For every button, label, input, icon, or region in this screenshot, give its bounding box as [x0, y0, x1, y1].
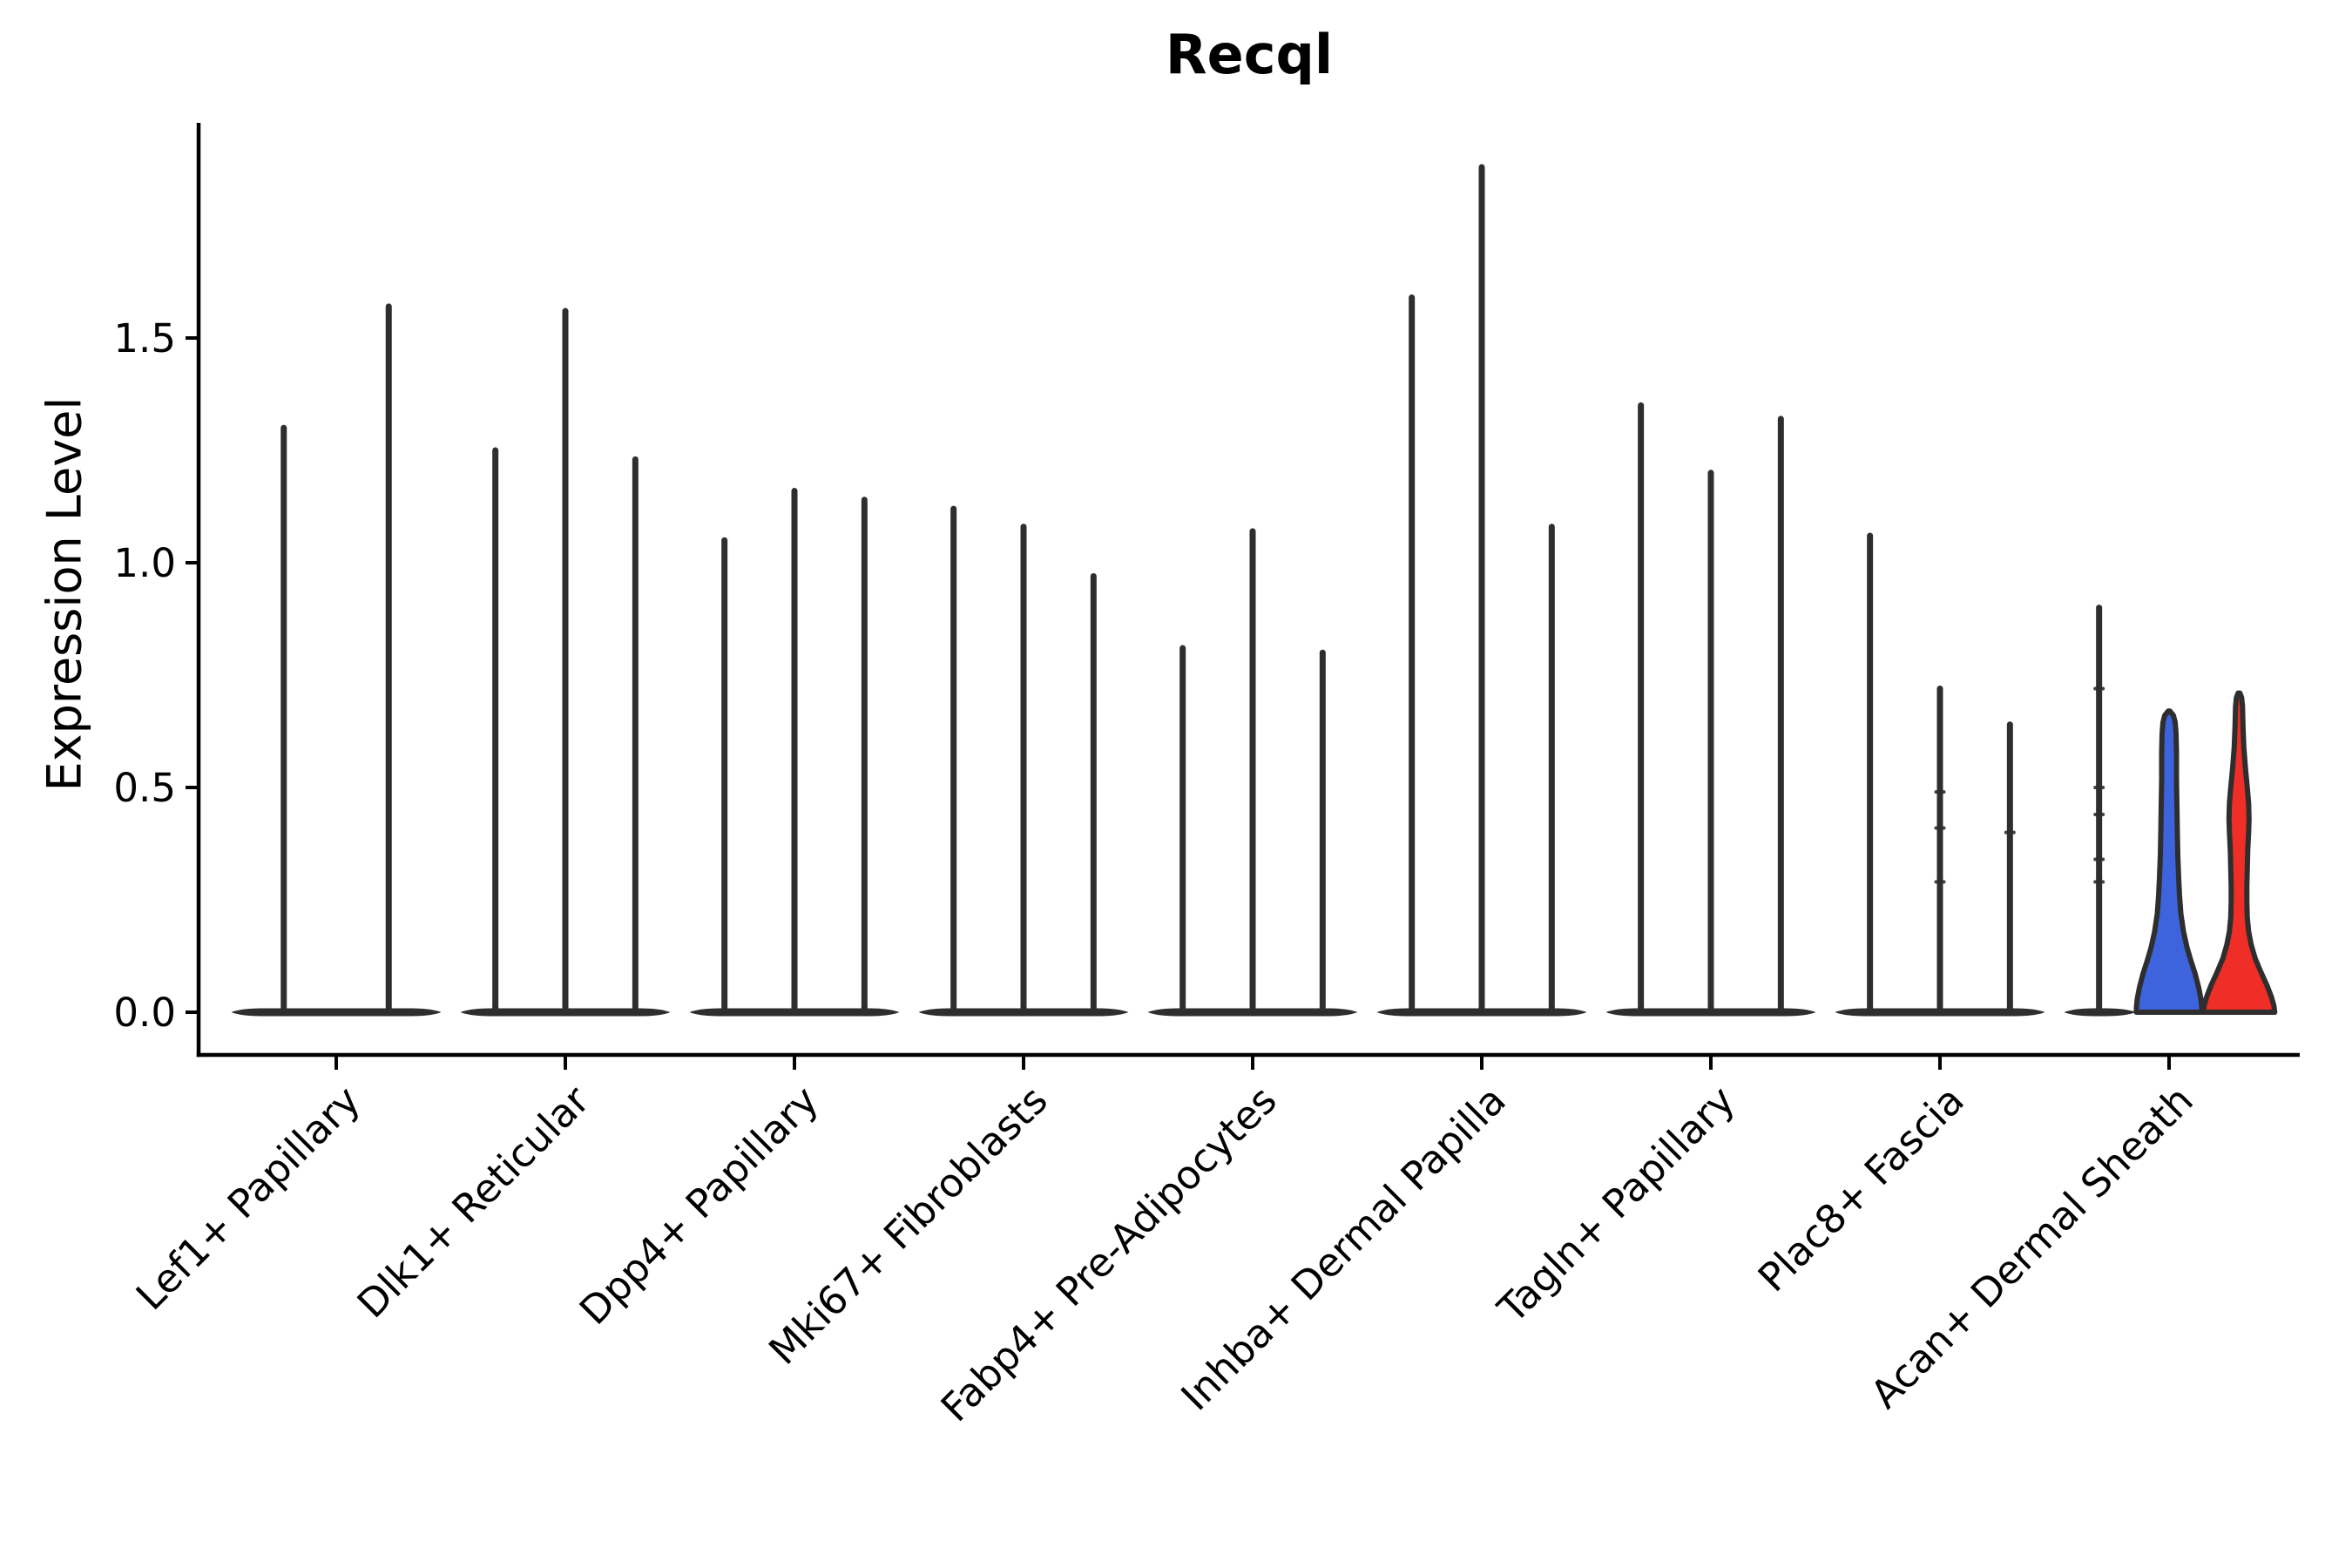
expression-dot: [1934, 880, 1946, 884]
chart-title: Recql: [1165, 23, 1334, 86]
y-tick-label: 1.0: [113, 540, 176, 586]
expression-dot: [2093, 686, 2105, 691]
y-tick-label: 0.0: [113, 990, 176, 1036]
expression-dot: [2093, 880, 2105, 884]
expression-dot: [2093, 857, 2105, 862]
violin-group: Plac8+ Fascia: [1749, 532, 2045, 1301]
x-tick-label: Dpp4+ Papillary: [571, 1077, 828, 1334]
y-tick-label: 0.5: [113, 765, 176, 811]
violin-density: [2133, 708, 2205, 1015]
expression-dot: [2004, 830, 2016, 835]
x-tick-label: Plac8+ Fascia: [1749, 1077, 1973, 1301]
violin-base: [231, 1008, 442, 1017]
violin-group: Tagln+ Papillary: [1489, 402, 1816, 1333]
violin-group: Dlk1+ Reticular: [348, 308, 671, 1327]
expression-dot: [1934, 790, 1946, 794]
violin-density: [2200, 690, 2278, 1015]
x-tick-label: Lef1+ Papillary: [127, 1077, 369, 1319]
expression-dot: [1934, 826, 1946, 830]
violin-group: Mki67+ Fibroblasts: [760, 505, 1129, 1374]
expression-dot: [2093, 786, 2105, 789]
x-tick-label: Tagln+ Papillary: [1489, 1077, 1744, 1332]
violin-group: Lef1+ Papillary: [127, 303, 442, 1319]
expression-dot: [2093, 812, 2105, 816]
x-tick-label: Dlk1+ Reticular: [348, 1077, 598, 1327]
violin-group: Inhba+ Dermal Papilla: [1173, 164, 1587, 1420]
y-tick-label: 1.5: [113, 315, 176, 362]
violin-group: Dpp4+ Papillary: [571, 487, 900, 1334]
